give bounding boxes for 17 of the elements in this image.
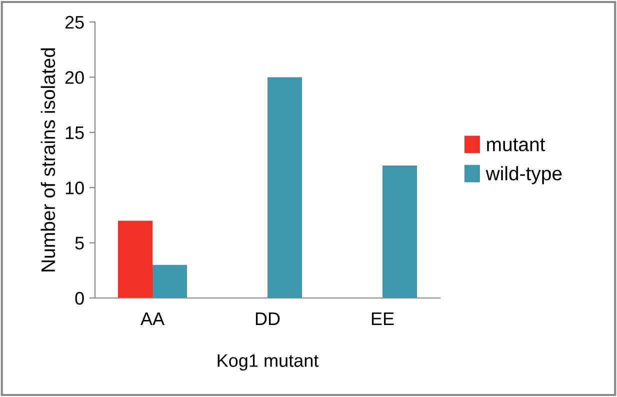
x-tick-label: EE — [372, 312, 394, 325]
legend-label: wild-type — [486, 166, 562, 184]
y-tick-label: 10 — [66, 182, 84, 194]
y-tick-label: 0 — [75, 292, 84, 305]
y-tick-label: 20 — [65, 71, 84, 84]
x-tick-label: DD — [256, 312, 280, 325]
bar — [152, 264, 187, 298]
y-tick-label: 25 — [65, 16, 84, 29]
bar — [382, 166, 417, 298]
legend-label: mutant — [487, 138, 546, 152]
y-tick-label: 5 — [75, 236, 84, 250]
y-tick-label: 15 — [66, 126, 84, 140]
bar — [118, 220, 152, 298]
x-tick-label: AA — [140, 312, 165, 325]
y-axis-title: Number of strains isolated — [40, 48, 56, 272]
x-axis-title: Kog1 mutant — [218, 354, 319, 371]
bar — [268, 77, 302, 298]
